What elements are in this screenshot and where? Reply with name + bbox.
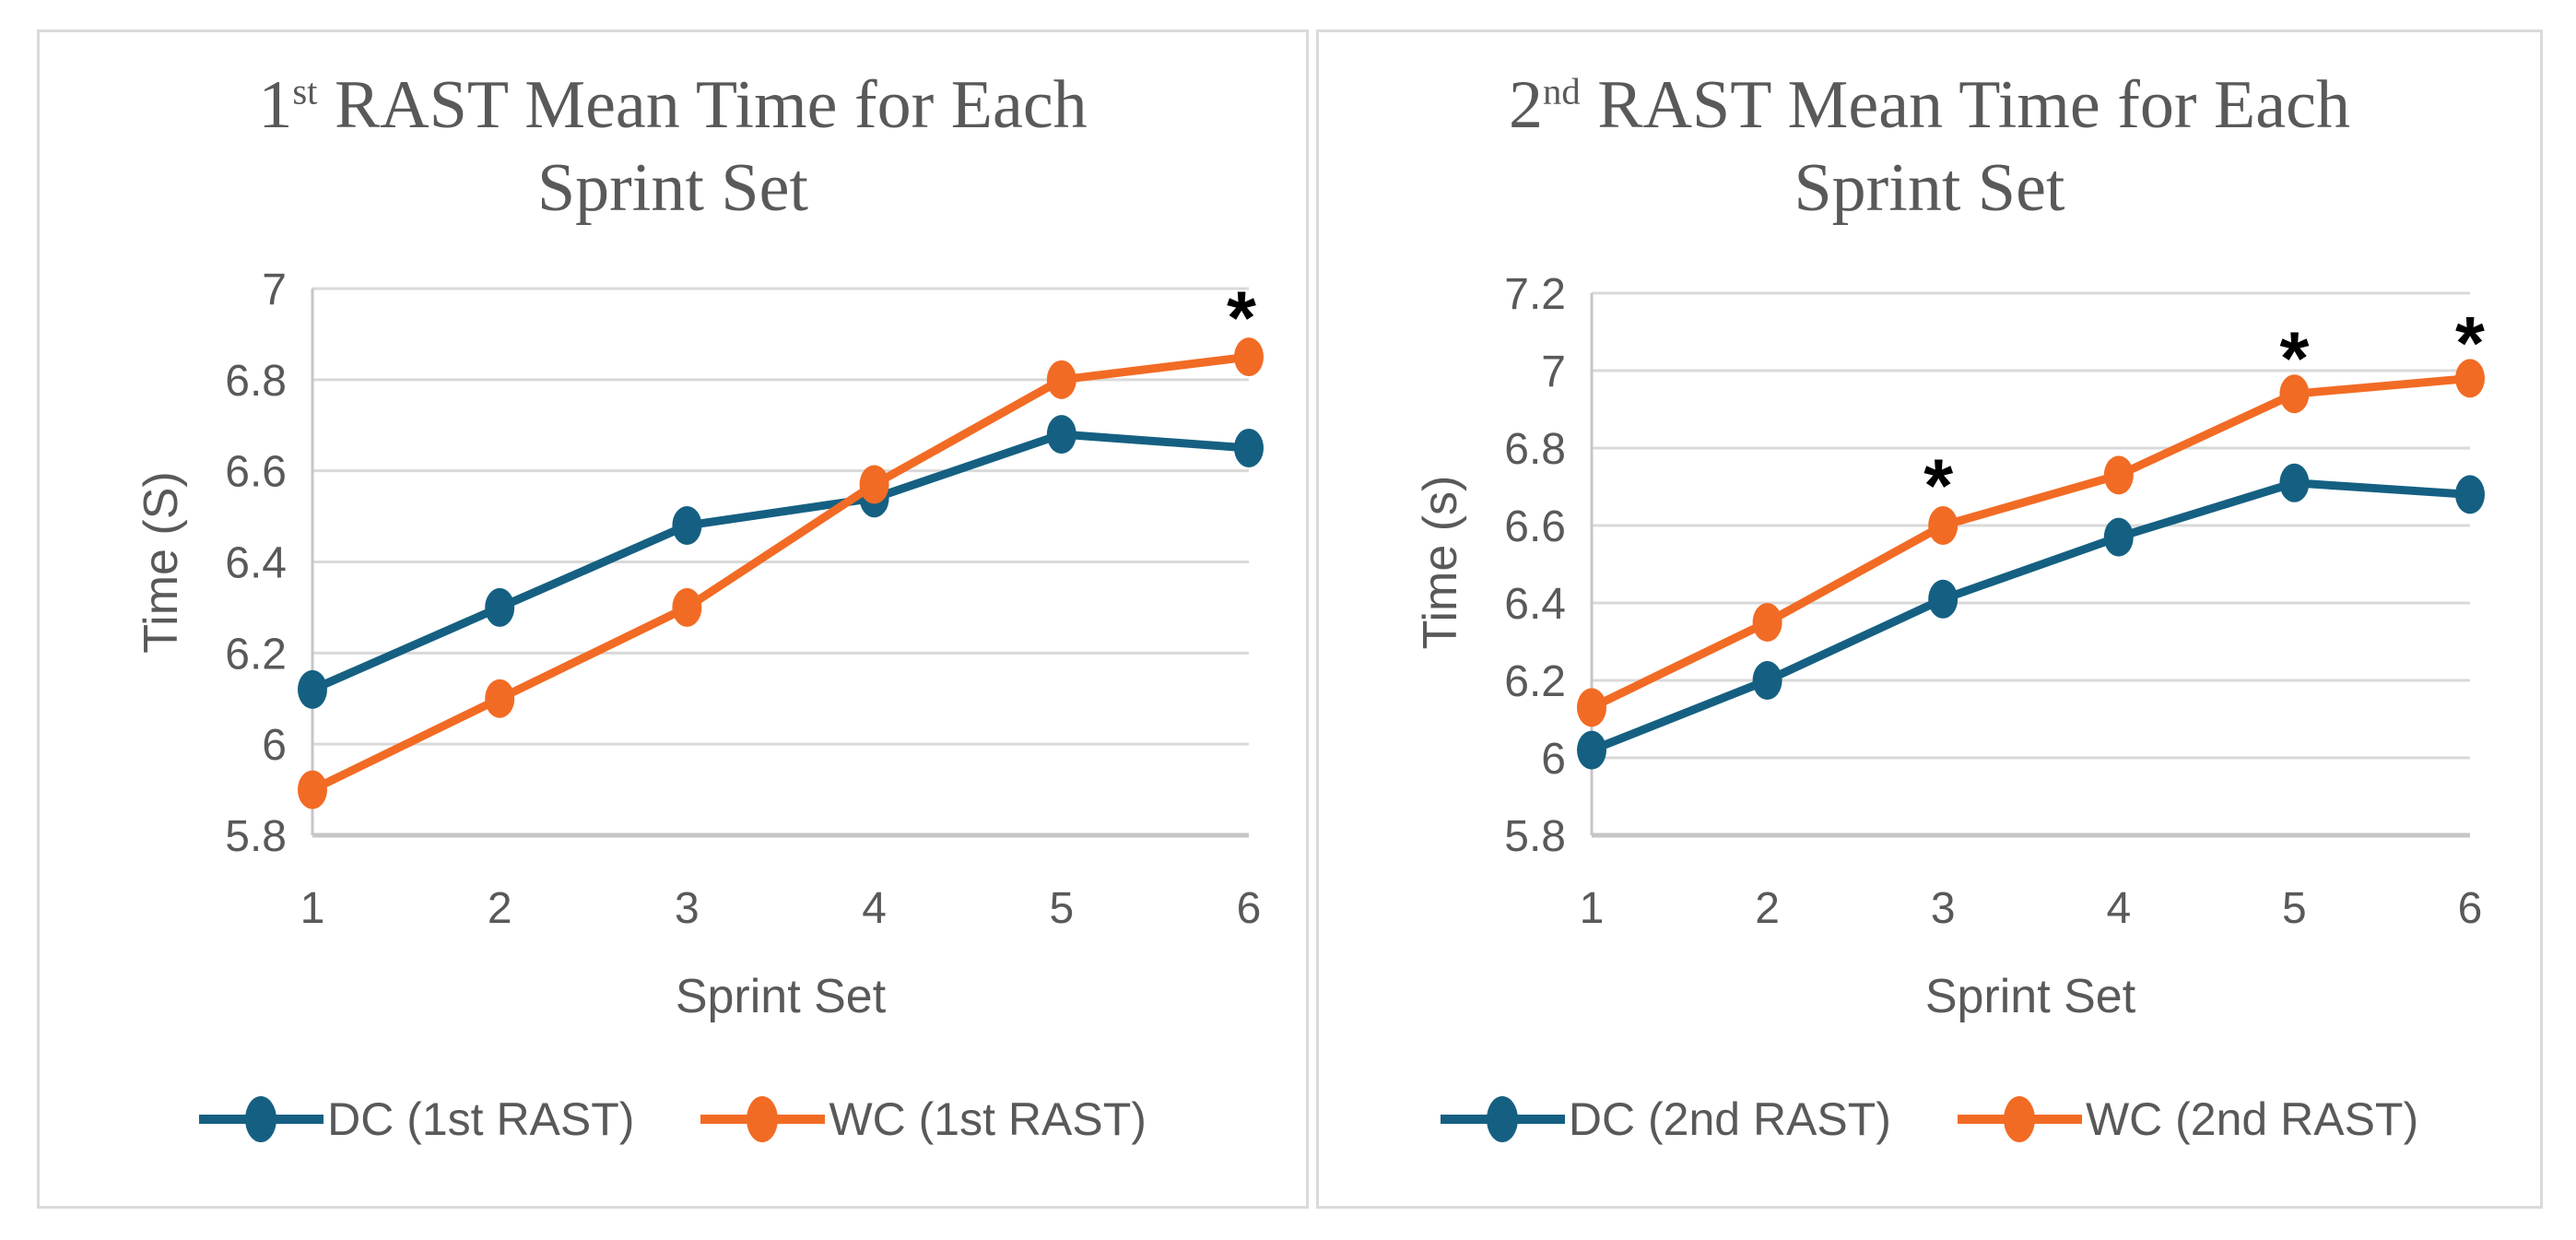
data-point-marker: [1234, 428, 1264, 467]
significance-asterisk: *: [2455, 301, 2485, 385]
title-line1: 2nd RAST Mean Time for Each: [1509, 67, 2350, 143]
legend-item: WC (2nd RAST): [1957, 1092, 2419, 1146]
data-point-marker: [859, 465, 889, 504]
data-point-marker: [2455, 359, 2485, 398]
y-tick-label: 6.4: [225, 539, 287, 588]
y-tick-label: 6.8: [225, 357, 287, 406]
legend-dot: [245, 1096, 277, 1142]
x-tick-label: 1: [1580, 884, 1605, 933]
data-point-marker: [485, 679, 515, 718]
ordinal-superscript: nd: [1543, 70, 1581, 112]
series-line-dc: [1587, 478, 2475, 755]
y-tick-label: 5.8: [225, 812, 287, 861]
y-tick-label: 6.6: [1504, 502, 1566, 551]
x-tick-label: 4: [2106, 884, 2131, 933]
title-line1: 1st RAST Mean Time for Each: [258, 67, 1088, 143]
chart-title: 2nd RAST Mean Time for Each Sprint Set: [1319, 64, 2540, 230]
x-tick-label: 5: [2282, 884, 2307, 933]
chart-panel-first-rast: 1st RAST Mean Time for Each Sprint Set T…: [37, 30, 1309, 1209]
y-tick-label: 6.2: [225, 630, 287, 679]
legend-marker-icon: [700, 1096, 826, 1142]
x-tick-label: 5: [1049, 884, 1074, 933]
data-point-marker: [2279, 463, 2310, 502]
data-point-marker: [672, 505, 702, 545]
data-point-marker: [2103, 455, 2134, 495]
data-point-marker: [1928, 506, 1958, 545]
legend-label: DC (1st RAST): [327, 1093, 635, 1145]
chart-title: 1st RAST Mean Time for Each Sprint Set: [40, 64, 1306, 230]
legend-marker-icon: [1440, 1096, 1565, 1142]
x-tick-label: 2: [1755, 884, 1780, 933]
data-point-marker: [2103, 517, 2134, 557]
title-line2: Sprint Set: [537, 150, 808, 227]
data-point-marker: [1577, 688, 1606, 727]
data-point-marker: [1752, 661, 1782, 700]
y-tick-label: 6.2: [1504, 657, 1566, 706]
x-axis-title: Sprint Set: [675, 970, 887, 1023]
x-tick-label: 2: [488, 884, 512, 933]
series-line-dc: [308, 430, 1253, 694]
legend-item: DC (1st RAST): [199, 1092, 634, 1146]
chart-panel-second-rast: 2nd RAST Mean Time for Each Sprint Set T…: [1316, 30, 2543, 1209]
legend-marker-icon: [1957, 1096, 2082, 1142]
y-tick-label: 7: [262, 266, 287, 314]
x-tick-label: 1: [300, 884, 325, 933]
data-point-marker: [1046, 415, 1076, 455]
y-tick-label: 6.4: [1504, 580, 1566, 629]
data-point-marker: [2279, 374, 2310, 414]
legend-dot: [747, 1096, 779, 1142]
significance-asterisk: *: [2279, 317, 2309, 401]
series-line-wc: [1587, 373, 2475, 712]
legend: DC (1st RAST) WC (1st RAST): [40, 1092, 1306, 1146]
x-tick-label: 3: [1931, 884, 1956, 933]
data-point-marker: [485, 587, 515, 627]
data-point-marker: [1046, 360, 1076, 399]
series-line-wc: [308, 352, 1253, 795]
legend-label: WC (2nd RAST): [2085, 1093, 2419, 1145]
x-axis-title: Sprint Set: [1924, 970, 2136, 1023]
plot-area: 5.8 6 6.2 6.4 6.6 6.8 7 7.2 1 2 3 4 5 6 * * *: [1504, 270, 2485, 933]
x-tick-label: 6: [1237, 884, 1262, 933]
y-tick-label: 6.8: [1504, 425, 1566, 474]
plot-area: 5.8 6 6.2 6.4 6.6 6.8 7 1 2 3 4 5 6 *: [225, 266, 1264, 933]
legend-label: DC (2nd RAST): [1568, 1093, 1891, 1145]
legend-item: DC (2nd RAST): [1440, 1092, 1891, 1146]
data-point-marker: [672, 587, 702, 627]
legend-dot: [1486, 1096, 1518, 1142]
y-tick-label: 6: [1541, 735, 1566, 784]
legend-marker-icon: [199, 1096, 324, 1142]
y-tick-label: 5.8: [1504, 812, 1566, 861]
x-tick-label: 6: [2458, 884, 2483, 933]
ordinal-superscript: st: [292, 70, 318, 112]
data-point-marker: [298, 770, 327, 809]
data-point-marker: [2455, 475, 2485, 514]
data-point-marker: [298, 669, 327, 709]
y-tick-label: 6.6: [225, 448, 287, 497]
data-point-marker: [1234, 337, 1264, 377]
data-point-marker: [1752, 603, 1782, 642]
data-point-marker: [1928, 579, 1958, 619]
legend-label: WC (1st RAST): [829, 1093, 1147, 1145]
y-tick-label: 7.2: [1504, 270, 1566, 319]
y-tick-label: 7: [1541, 348, 1566, 396]
x-tick-label: 4: [862, 884, 887, 933]
title-line2: Sprint Set: [1794, 150, 2065, 227]
x-tick-label: 3: [675, 884, 700, 933]
significance-asterisk: *: [1227, 277, 1256, 360]
data-point-marker: [1577, 730, 1606, 770]
legend-item: WC (1st RAST): [700, 1092, 1147, 1146]
significance-asterisk: *: [1923, 444, 1953, 528]
legend: DC (2nd RAST) WC (2nd RAST): [1319, 1092, 2540, 1146]
legend-dot: [2003, 1096, 2035, 1142]
y-tick-label: 6: [262, 721, 287, 770]
